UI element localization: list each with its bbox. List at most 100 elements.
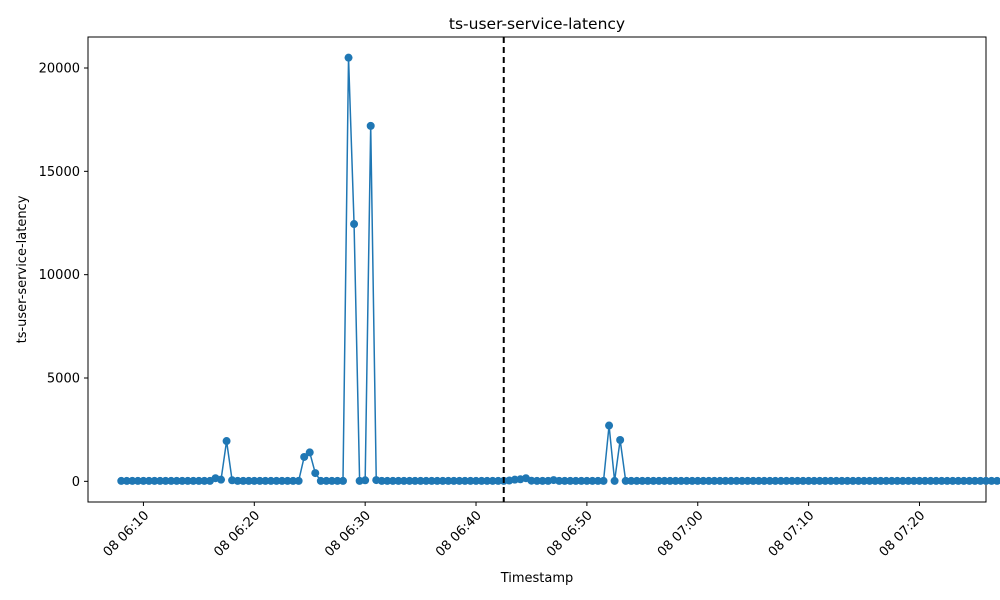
data-point (776, 476, 785, 485)
data-point (350, 220, 359, 229)
y-tick-label: 0 (72, 475, 80, 490)
data-point (854, 476, 863, 485)
data-point (128, 476, 137, 485)
data-point (982, 476, 990, 485)
x-tick-label: 08 07:10 (766, 508, 818, 560)
data-point (887, 476, 896, 485)
data-point (965, 476, 974, 485)
data-point (904, 476, 913, 485)
data-point (278, 476, 287, 485)
data-point (926, 476, 935, 485)
data-point (837, 476, 846, 485)
data-point (577, 476, 586, 485)
data-point (305, 448, 314, 457)
x-tick-label: 08 07:20 (877, 508, 929, 560)
data-point (416, 476, 425, 485)
data-point (671, 476, 680, 485)
data-point (144, 476, 153, 485)
data-point (605, 421, 614, 430)
data-point (377, 476, 386, 485)
data-point (993, 476, 1000, 485)
data-point (688, 476, 697, 485)
data-point (649, 476, 658, 485)
data-point (654, 476, 663, 485)
y-tick-label: 15000 (39, 165, 80, 180)
x-axis: 08 06:10 08 06:20 08 06:30 08 06:40 08 06:50… (101, 502, 929, 560)
data-point (156, 476, 165, 485)
data-point (588, 476, 597, 485)
data-point (239, 476, 248, 485)
data-point (710, 476, 719, 485)
plot-frame (87, 36, 987, 503)
data-point (937, 476, 946, 485)
data-point (582, 476, 591, 485)
data-point (283, 476, 292, 485)
data-point (405, 476, 414, 485)
data-point (765, 476, 774, 485)
data-point (139, 476, 148, 485)
data-point (327, 476, 336, 485)
data-point (699, 476, 708, 485)
data-point (666, 476, 675, 485)
data-point (898, 476, 907, 485)
y-tick-label: 10000 (39, 268, 80, 283)
data-point (366, 121, 375, 130)
data-point (810, 476, 819, 485)
data-point (571, 476, 580, 485)
data-point (959, 476, 968, 485)
data-point (860, 476, 869, 485)
data-point (793, 476, 802, 485)
data-point (172, 476, 181, 485)
data-point (250, 476, 259, 485)
data-point (876, 476, 885, 485)
data-point (344, 53, 353, 62)
data-point (865, 476, 874, 485)
data-point (449, 476, 458, 485)
data-point (460, 476, 469, 485)
data-point (178, 476, 187, 485)
data-point (494, 476, 503, 485)
data-point (627, 476, 636, 485)
data-point (388, 476, 397, 485)
data-point (538, 476, 547, 485)
data-point (848, 476, 857, 485)
data-point (682, 476, 691, 485)
data-point (261, 476, 270, 485)
data-point (300, 452, 309, 461)
data-point (117, 476, 126, 485)
data-point (593, 476, 602, 485)
data-point (533, 476, 541, 485)
x-tick-label: 08 07:00 (655, 508, 707, 560)
data-point (754, 476, 763, 485)
series-layer (117, 53, 1000, 485)
data-point (466, 476, 475, 485)
data-point (161, 476, 170, 485)
data-point (427, 476, 436, 485)
data-point (444, 476, 453, 485)
data-point (555, 476, 564, 485)
data-point (749, 476, 758, 485)
data-point (677, 476, 686, 485)
data-point (383, 476, 392, 485)
data-point (399, 476, 408, 485)
data-point (200, 476, 209, 485)
data-point (311, 469, 320, 478)
data-point (438, 476, 447, 485)
chart-title: ts-user-service-latency (449, 15, 625, 33)
data-point (183, 476, 192, 485)
data-point (643, 476, 652, 485)
data-point (804, 476, 813, 485)
data-point (832, 476, 841, 485)
data-point (893, 476, 902, 485)
data-point (921, 476, 930, 485)
data-point (316, 476, 325, 485)
data-point (244, 476, 253, 485)
data-point (566, 476, 575, 485)
x-tick-label: 08 06:50 (544, 508, 596, 560)
data-point (272, 476, 281, 485)
data-point (361, 476, 370, 485)
data-point (599, 476, 608, 485)
data-point (333, 476, 342, 485)
data-point (338, 476, 347, 485)
